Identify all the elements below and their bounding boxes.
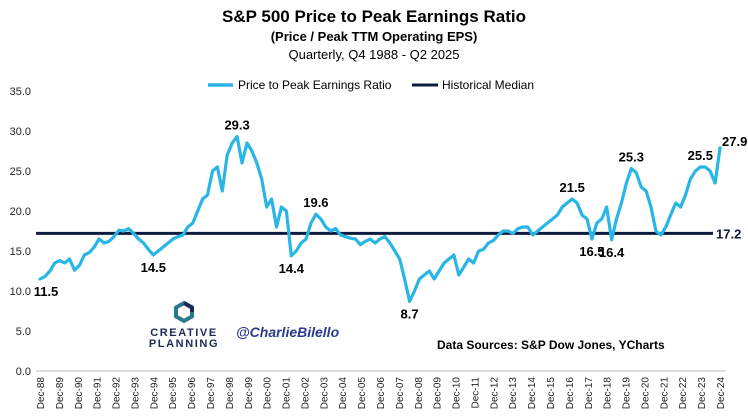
x-tick-label: Dec-11 xyxy=(470,377,481,409)
x-tick-label: Dec-07 xyxy=(395,377,406,410)
chart-title: S&P 500 Price to Peak Earnings Ratio xyxy=(222,7,526,26)
annotations: 11.5 29.3 14.5 14.4 19.6 8.7 21.5 16.516.4 25.3 2… xyxy=(34,118,748,322)
data-label: 16.5 xyxy=(579,244,604,259)
data-source: Data Sources: S&P Dow Jones, YCharts xyxy=(437,338,665,352)
author-handle: @CharlieBilello xyxy=(236,324,340,340)
y-tick-label: 30.0 xyxy=(10,126,31,138)
x-tick-label: Dec-00 xyxy=(263,377,274,410)
x-tick-label: Dec-91 xyxy=(93,377,104,410)
x-tick-label: Dec-21 xyxy=(659,377,670,410)
x-tick-label: Dec-96 xyxy=(187,377,198,410)
data-label: 16.4 xyxy=(599,245,625,260)
x-tick-label: Dec-99 xyxy=(244,377,255,410)
data-label: 27.9 xyxy=(722,134,747,149)
legend-series-label: Price to Peak Earnings Ratio xyxy=(238,78,392,92)
x-tick-label: Dec-15 xyxy=(546,377,557,410)
data-label: 25.3 xyxy=(619,150,644,165)
data-label: 8.7 xyxy=(401,306,419,321)
y-tick-label: 25.0 xyxy=(10,166,31,178)
x-tick-label: Dec-10 xyxy=(452,377,463,410)
logo-mark-icon xyxy=(174,300,194,324)
y-tick-label: 20.0 xyxy=(10,206,31,218)
y-axis: 0.0 5.0 10.0 15.0 20.0 25.0 30.0 35.0 xyxy=(10,86,31,378)
x-tick-label: Dec-06 xyxy=(376,377,387,410)
chart-subtitle-1: (Price / Peak TTM Operating EPS) xyxy=(271,29,478,44)
x-tick-label: Dec-12 xyxy=(489,377,500,410)
x-tick-label: Dec-05 xyxy=(357,377,368,410)
legend: Price to Peak Earnings Ratio Historical … xyxy=(208,78,534,92)
y-tick-label: 35.0 xyxy=(10,86,31,98)
data-label: 17.2 xyxy=(716,226,741,241)
x-tick-label: Dec-95 xyxy=(168,377,179,410)
x-tick-label: Dec-89 xyxy=(55,377,66,410)
x-tick-label: Dec-92 xyxy=(112,377,123,410)
x-tick-label: Dec-88 xyxy=(36,377,47,410)
x-axis: Dec-88 Dec-89 Dec-90 Dec-91 Dec-92 Dec-93 Dec-… xyxy=(36,377,727,410)
data-label: 14.5 xyxy=(141,260,166,275)
data-label: 14.4 xyxy=(279,261,305,276)
logo-text-line1: CREATIVE xyxy=(150,327,218,339)
x-tick-label: Dec-19 xyxy=(622,377,633,410)
y-tick-label: 0.0 xyxy=(16,366,31,378)
x-tick-label: Dec-18 xyxy=(603,377,614,410)
y-tick-label: 15.0 xyxy=(10,246,31,258)
data-label: 25.5 xyxy=(688,148,713,163)
data-label: 11.5 xyxy=(34,284,59,299)
creative-planning-logo: CREATIVE PLANNING xyxy=(149,300,219,350)
x-tick-label: Dec-08 xyxy=(414,377,425,410)
x-tick-label: Dec-24 xyxy=(716,377,727,410)
x-tick-label: Dec-90 xyxy=(74,377,85,410)
x-tick-label: Dec-22 xyxy=(678,377,689,410)
data-label: 21.5 xyxy=(560,180,585,195)
x-tick-label: Dec-16 xyxy=(565,377,576,410)
data-label: 29.3 xyxy=(224,118,249,133)
x-tick-label: Dec-94 xyxy=(149,377,160,410)
x-tick-label: Dec-03 xyxy=(319,377,330,410)
series-line xyxy=(38,135,722,303)
x-tick-label: Dec-09 xyxy=(433,377,444,410)
legend-median-label: Historical Median xyxy=(442,78,534,92)
x-tick-label: Dec-97 xyxy=(206,377,217,410)
x-tick-label: Dec-02 xyxy=(300,377,311,410)
x-tick-label: Dec-04 xyxy=(338,377,349,410)
y-tick-label: 10.0 xyxy=(10,286,31,298)
logo-text-line2: PLANNING xyxy=(149,338,219,350)
x-tick-label: Dec-93 xyxy=(130,377,141,410)
data-label: 19.6 xyxy=(303,195,328,210)
x-tick-label: Dec-01 xyxy=(282,377,293,410)
y-tick-label: 5.0 xyxy=(16,326,31,338)
x-tick-label: Dec-20 xyxy=(640,377,651,410)
x-tick-label: Dec-17 xyxy=(584,377,595,410)
x-tick-label: Dec-14 xyxy=(527,377,538,410)
x-tick-label: Dec-13 xyxy=(508,377,519,410)
x-tick-label: Dec-98 xyxy=(225,377,236,410)
chart-subtitle-2: Quarterly, Q4 1988 - Q2 2025 xyxy=(288,47,459,62)
x-tick-label: Dec-23 xyxy=(697,377,708,410)
